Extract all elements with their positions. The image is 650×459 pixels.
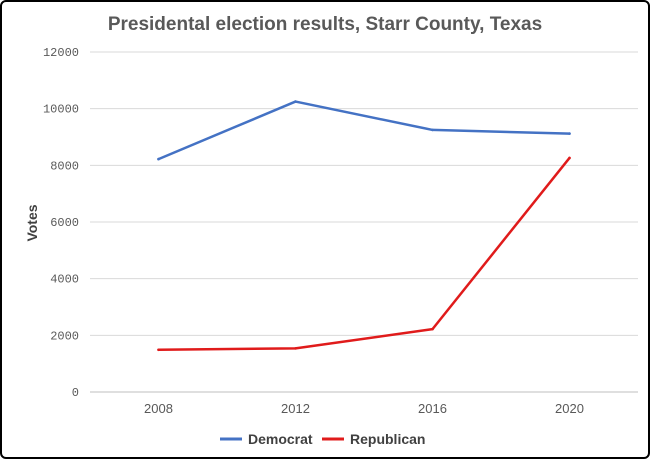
legend-label-republican: Republican [350,431,425,447]
y-tick-label: 12000 [43,46,79,60]
data-point-republican [568,156,571,160]
legend: Democrat Republican [220,431,425,447]
y-tick-label: 4000 [50,273,79,287]
x-tick-label: 2020 [555,401,584,416]
y-tick-label: 2000 [50,329,79,343]
x-tick-label: 2012 [281,401,310,416]
x-tick-label: 2008 [144,401,173,416]
series-line-republican [157,156,571,352]
y-tick-label: 0 [72,386,79,400]
y-tick-label: 8000 [50,159,79,173]
data-point-democrat [431,128,434,132]
data-point-democrat [568,132,571,135]
gridlines [90,51,638,393]
chart-title: Presidental election results, Starr Coun… [108,14,542,35]
y-tick-label: 10000 [43,103,79,117]
series-lines [157,100,571,352]
y-axis-label: Votes [24,204,40,241]
data-point-republican [294,347,297,350]
series-line-democrat [157,100,571,161]
y-axis-ticks: 0 2000 4000 6000 8000 10000 12000 [43,46,79,400]
data-point-democrat [294,100,297,103]
data-point-democrat [157,157,160,161]
x-tick-label: 2016 [418,401,447,416]
y-tick-label: 6000 [50,216,79,230]
data-point-republican [157,348,160,352]
legend-label-democrat: Democrat [248,431,313,447]
data-point-republican [431,327,434,331]
x-axis-ticks: 2008 2012 2016 2020 [144,401,584,416]
